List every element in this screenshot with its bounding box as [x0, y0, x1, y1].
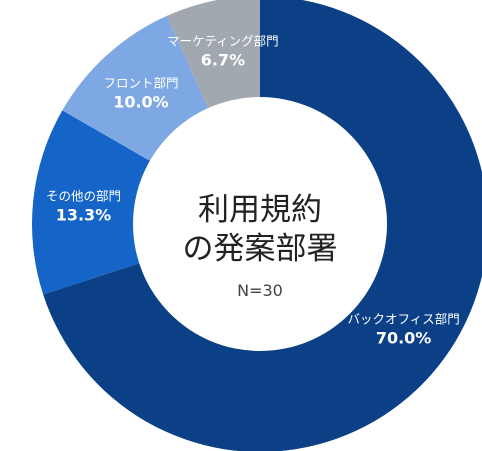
- slice-label-2: フロント部門: [103, 75, 178, 90]
- donut-center-hole: [133, 97, 387, 351]
- slice-label-1: その他の部門: [46, 189, 121, 204]
- sample-size-label: N=30: [237, 281, 283, 300]
- slice-label-3: マーケティング部門: [167, 33, 279, 48]
- slice-value-1: 13.3%: [56, 206, 112, 225]
- slice-value-2: 10.0%: [113, 92, 169, 111]
- slice-label-0: バックオフィス部門: [347, 311, 459, 326]
- slice-labels: バックオフィス部門 70.0% その他の部門 13.3% フロント部門 10.0% マーケテ…: [46, 33, 460, 347]
- slice-value-0: 70.0%: [376, 328, 432, 347]
- slice-value-3: 6.7%: [201, 50, 245, 69]
- center-title-line-1: 利用規約: [198, 192, 322, 228]
- center-title-line-2: の発案部署: [183, 231, 338, 267]
